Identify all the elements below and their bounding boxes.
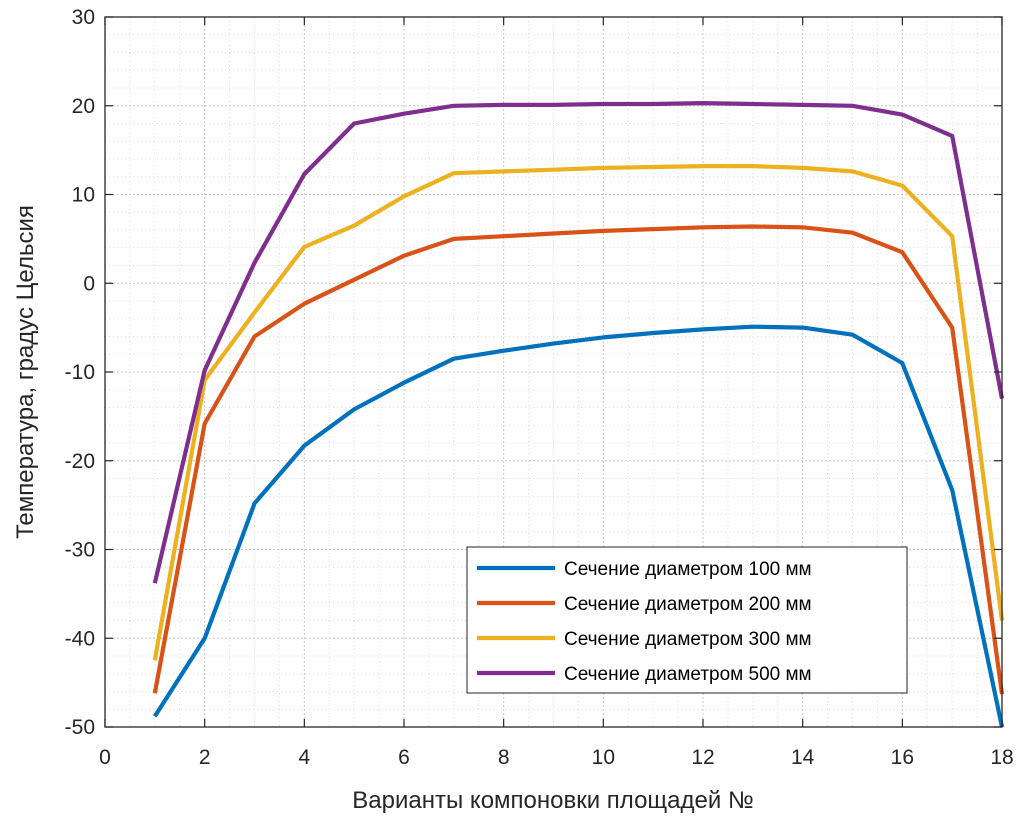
x-tick-label: 8 (498, 746, 510, 769)
legend-label-1: Сечение диаметром 100 мм (564, 559, 812, 580)
x-tick-label: 10 (592, 746, 615, 769)
series-line-1 (153, 324, 1005, 728)
legend-label-3: Сечение диаметром 300 мм (564, 629, 812, 650)
y-tick-label: -50 (65, 716, 95, 739)
legend: Сечение диаметром 100 мм Сечение диаметро… (466, 546, 908, 694)
x-tick-labels: 0 2 4 6 8 10 12 14 16 18 (99, 746, 1014, 769)
x-tick-label: 4 (298, 746, 310, 769)
y-tick-label: -30 (65, 539, 95, 562)
y-tick-labels: 30 20 10 0 -10 -20 -30 -40 -50 (65, 6, 95, 739)
x-tick-label: 18 (990, 746, 1013, 769)
y-tick-label: 20 (72, 95, 95, 118)
series-line-3 (152, 164, 1005, 661)
y-tick-label: 10 (72, 184, 95, 207)
y-axis-label: Температура, градус Цельсия (12, 205, 39, 539)
legend-label-4: Сечение диаметром 500 мм (564, 664, 812, 685)
x-tick-label: 0 (99, 746, 111, 769)
series-line-2 (152, 224, 1005, 695)
x-tick-label: 16 (891, 746, 914, 769)
y-tick-label: -20 (65, 450, 95, 473)
x-tick-label: 14 (791, 746, 815, 769)
x-axis-label: Варианты компоновки площадей № (352, 787, 753, 814)
y-tick-label: -10 (65, 361, 95, 384)
y-tick-label: 30 (72, 6, 95, 29)
series-line-4 (152, 100, 1005, 584)
series-lines (152, 100, 1005, 728)
y-tick-label: -40 (65, 627, 95, 650)
x-tick-label: 12 (691, 746, 714, 769)
x-tick-label: 6 (398, 746, 410, 769)
axis-ticks (104, 16, 1003, 728)
legend-label-2: Сечение диаметром 200 мм (564, 594, 812, 615)
y-tick-label: 0 (83, 272, 95, 295)
legend-box (466, 546, 908, 694)
x-tick-label: 2 (199, 746, 211, 769)
